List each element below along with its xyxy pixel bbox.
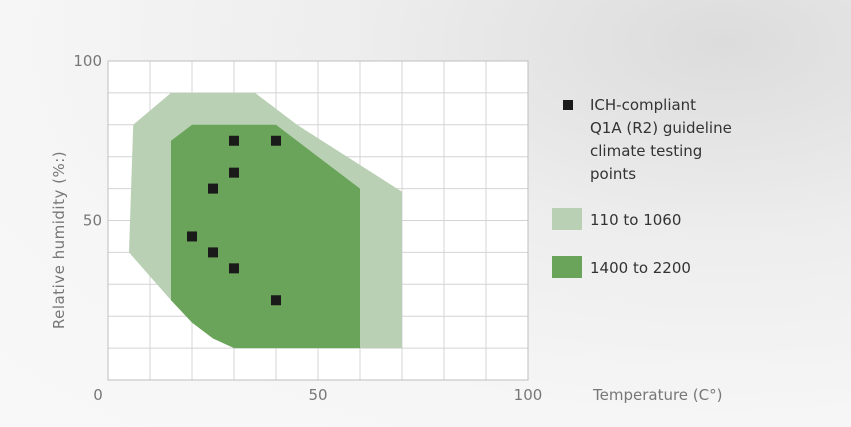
x-tick-label: 50 <box>308 386 327 404</box>
legend-swatch-110-to-1060 <box>552 208 582 230</box>
testing-point <box>271 295 281 306</box>
y-tick-label: 100 <box>73 52 102 70</box>
region-1400-to-2200 <box>171 124 360 349</box>
legend-label-line: ICH-compliant <box>590 96 696 114</box>
legend-label-line: points <box>590 165 636 183</box>
testing-point <box>187 231 197 242</box>
y-axis-title: Relative humidity (%:) <box>50 151 68 329</box>
x-tick-label: 0 <box>93 386 103 404</box>
testing-point <box>208 183 218 194</box>
legend-label-1400-to-2200: 1400 to 2200 <box>590 259 691 277</box>
region-layer <box>129 92 402 349</box>
testing-point <box>271 135 281 146</box>
x-axis-title: Temperature (C°) <box>592 386 722 404</box>
plot-frame <box>107 60 529 381</box>
legend-label-testing-points: ICH-compliant Q1A (R2) guideline climate t… <box>590 96 732 183</box>
y-tick-label: 50 <box>83 212 102 230</box>
legend-label-line: Q1A (R2) guideline <box>590 119 732 137</box>
testing-point <box>229 167 239 178</box>
legend-label-line: climate testing <box>590 142 702 160</box>
point-layer <box>187 135 281 306</box>
legend-label-110-to-1060: 110 to 1060 <box>590 211 681 229</box>
testing-point <box>229 263 239 274</box>
legend: ICH-compliant Q1A (R2) guideline climate t… <box>552 96 732 278</box>
legend-swatch-testing-points <box>563 100 573 110</box>
testing-point <box>208 247 218 258</box>
testing-point <box>229 135 239 146</box>
legend-swatch-1400-to-2200 <box>552 256 582 278</box>
x-tick-label: 100 <box>514 386 543 404</box>
tick-layer: 0 50 100 50 100 <box>73 52 542 404</box>
